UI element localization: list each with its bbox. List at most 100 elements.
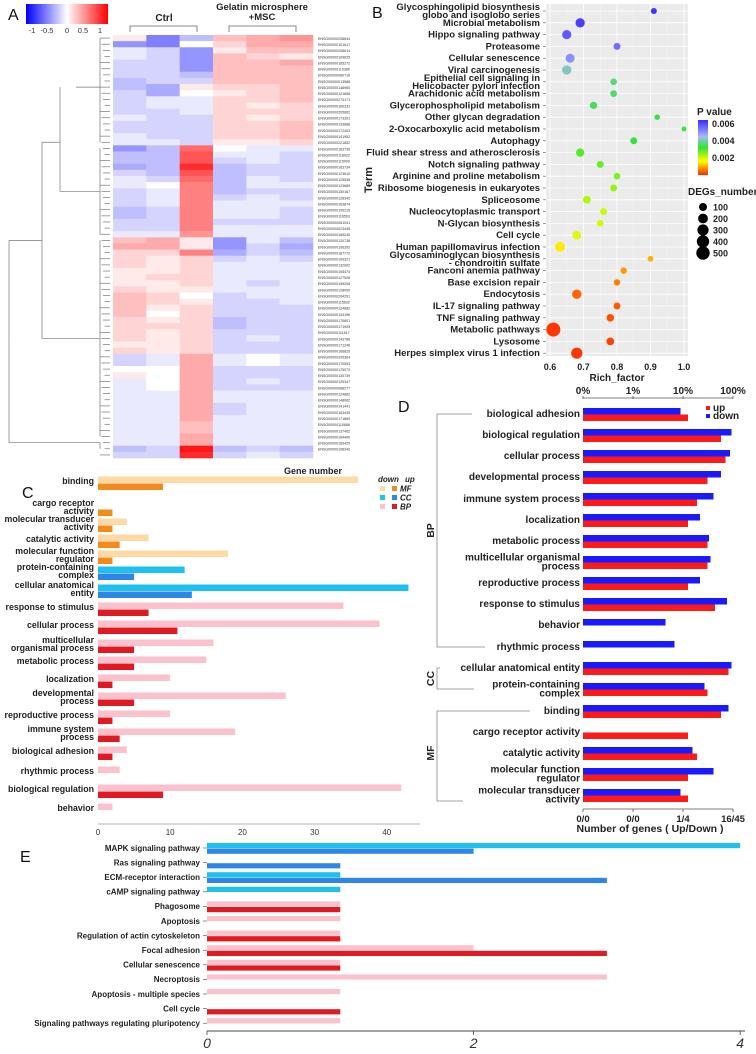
heatmap-cell <box>146 145 180 152</box>
heatmap-cell <box>113 90 147 97</box>
heatmap-cell <box>213 347 247 355</box>
d-x-label: Number of genes ( Up/Down ) <box>577 823 724 835</box>
c-bar-up <box>98 663 135 670</box>
heatmap-cell <box>146 390 180 397</box>
heatmap-cell <box>213 169 247 177</box>
c-category-label: multicellular organismal process <box>11 635 95 653</box>
dotplot-term-label: Human papillomavirus infection <box>396 242 540 253</box>
heatmap-cell <box>146 292 180 299</box>
d-legend-label: up <box>713 403 725 414</box>
heatmap-cell <box>213 151 247 158</box>
heatmap-cell <box>179 378 214 385</box>
heatmap-cell <box>113 206 147 214</box>
heatmap-cell <box>279 439 314 447</box>
heatmap-cell <box>146 366 180 373</box>
c-legend-group: CC <box>400 494 412 503</box>
dotplot-x-tick: 0.7 <box>577 362 590 372</box>
heatmap-cell <box>179 249 214 256</box>
heatmap-cell <box>179 176 214 183</box>
heatmap-cell <box>246 408 280 416</box>
heatmap-cell <box>213 84 247 91</box>
dotplot-term-label: Fluid shear stress and atherosclerosis <box>366 148 540 159</box>
d-bar-down <box>583 408 681 415</box>
d-bottom-tick: 0/0 <box>626 814 639 825</box>
dotplot-x-tick: 1.0 <box>678 362 691 372</box>
d-top-tick: 100% <box>720 386 746 397</box>
heatmap-cell <box>146 323 180 330</box>
c-legend-swatch-up <box>392 504 397 509</box>
d-bar-down <box>583 556 711 563</box>
dotplot-point <box>613 172 621 180</box>
heatmap-cell <box>279 176 314 183</box>
degs-size-label: 500 <box>713 249 728 259</box>
heatmap-cell <box>179 433 214 440</box>
heatmap-cell <box>146 243 180 250</box>
c-category-label: biological regulation <box>8 784 94 794</box>
c-bar-down <box>98 566 185 573</box>
c-bar-up <box>98 699 135 706</box>
heatmap-cell <box>179 126 214 134</box>
heatmap-cell <box>279 304 314 312</box>
d-bar-up <box>583 583 688 590</box>
heatmap-cell <box>279 96 314 103</box>
dotplot-term-label: Epithelial cell signaling in Helicobacter… <box>412 73 540 92</box>
c-bar-down <box>98 674 171 681</box>
d-bar-down <box>583 683 705 690</box>
dotplot-term-label: Metabolic pathways <box>450 325 540 336</box>
heatmap-row-label: ENSG00000133888 <box>318 123 350 127</box>
heatmap-scale-tick: -1 <box>29 26 36 35</box>
d-bar-up <box>583 668 729 675</box>
heatmap-cell <box>246 323 280 330</box>
c-bar-up <box>98 681 113 688</box>
d-category-label: catalytic activity <box>503 748 581 759</box>
heatmap-cell <box>146 286 180 293</box>
heatmap-cell <box>146 53 180 60</box>
heatmap-cell <box>113 163 147 171</box>
dotplot-point <box>596 160 604 168</box>
heatmap-cell <box>279 139 314 146</box>
go-bar-panel-c: Gene number binding cargo receptor activit… <box>5 466 420 837</box>
dotplot-term-label: Microbial metabolism <box>443 18 540 29</box>
enrichment-dotplot-panel: Glycosphingolipid biosynthesis globo and … <box>363 2 756 384</box>
heatmap-cell <box>179 114 214 122</box>
heatmap-cell <box>279 335 314 342</box>
dotplot-term-label: Arachidonic acid metabolism <box>408 89 540 100</box>
heatmap-cell <box>279 108 314 115</box>
heatmap-cell <box>279 126 314 134</box>
heatmap-cell <box>146 378 180 385</box>
heatmap-cell <box>279 292 314 299</box>
c-category-label: catalytic activity <box>26 534 94 544</box>
heatmap-cell <box>113 65 147 73</box>
c-category-label: localization <box>46 674 94 684</box>
heatmap-cell <box>213 335 247 342</box>
heatmap-cell <box>246 65 280 73</box>
d-group-brackets: BP CC MF <box>425 413 530 802</box>
c-bar-up <box>98 717 113 724</box>
heatmap-cell <box>113 310 147 318</box>
d-bar-down <box>583 577 700 584</box>
heatmap-row-label: ENSG00000171925 <box>318 325 350 329</box>
e-bar-down <box>207 872 341 878</box>
c-chart-title: Gene number <box>284 466 343 476</box>
heatmap-cell <box>279 237 314 244</box>
d-bar-up <box>583 456 726 463</box>
d-bar-down <box>583 598 727 605</box>
e-category-label: Phagosome <box>155 902 201 911</box>
heatmap-cell <box>246 114 280 122</box>
heatmap-cell <box>279 225 314 232</box>
heatmap-cell <box>213 445 247 453</box>
heatmap-cell <box>113 145 147 152</box>
heatmap-cell <box>246 169 280 177</box>
heatmap-row-label: ENSG00000171246 <box>318 343 350 347</box>
heatmap-color-scale <box>26 4 108 24</box>
heatmap-cell <box>146 372 180 379</box>
d-category-label: cellular anatomical entity <box>461 663 581 674</box>
heatmap-cell <box>146 274 180 281</box>
heatmap-cell <box>179 59 214 66</box>
dotplot-term-label: Base excision repair <box>448 277 541 288</box>
dotplot-point <box>620 267 627 274</box>
heatmap-cell <box>279 65 314 73</box>
c-category-label: metabolic process <box>17 656 94 666</box>
heatmap-cell <box>213 35 247 42</box>
heatmap-cell <box>213 408 247 416</box>
